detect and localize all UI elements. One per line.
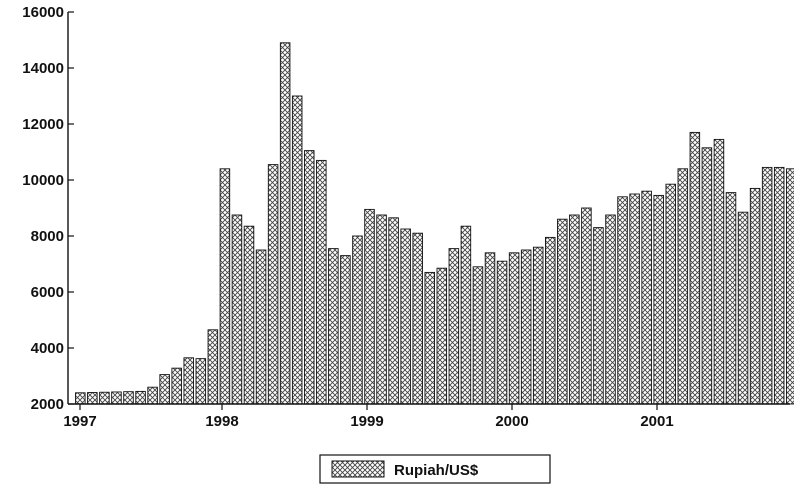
y-tick-label: 16000 [22, 4, 64, 21]
bar [786, 168, 794, 405]
bar [147, 386, 158, 405]
bar [448, 248, 460, 405]
bar [472, 266, 484, 405]
bar [243, 225, 255, 405]
bar [689, 131, 701, 405]
bar [460, 225, 472, 405]
bar [87, 392, 98, 405]
bar [424, 271, 436, 405]
bar [75, 392, 86, 405]
bar [279, 42, 291, 405]
bar [496, 260, 508, 405]
x-tick-label: 1997 [63, 413, 96, 430]
bar [761, 166, 773, 405]
bar [665, 183, 677, 405]
y-tick-label: 14000 [22, 60, 64, 77]
axes-group: 2000 4000 6000 8000 10000 12000 14000 16000 1997… [22, 4, 790, 430]
bar [376, 214, 387, 405]
bar [171, 367, 182, 405]
bar [159, 374, 170, 405]
y-tick-label: 2000 [31, 396, 64, 413]
bars-group [75, 42, 794, 405]
bar [725, 192, 737, 405]
bar [364, 208, 375, 405]
bar [183, 357, 194, 405]
bar [484, 252, 496, 405]
x-tick-label: 1998 [205, 413, 238, 430]
bar [605, 214, 616, 405]
y-tick-label: 8000 [31, 228, 64, 245]
bar [316, 159, 327, 405]
bar [508, 252, 520, 405]
legend: Rupiah/US$ [319, 454, 551, 484]
bar [219, 168, 231, 405]
bar [328, 248, 339, 405]
bar [520, 249, 532, 405]
bar [291, 95, 303, 405]
bar [99, 391, 110, 405]
bar [400, 228, 411, 405]
bar [773, 166, 785, 405]
y-tick-label: 10000 [22, 172, 64, 189]
y-tick-label: 4000 [31, 340, 64, 357]
bar [641, 190, 652, 405]
bar [629, 193, 640, 405]
x-tick-label: 1999 [350, 413, 383, 430]
bar [195, 358, 207, 405]
bar [304, 150, 315, 405]
x-tick-label: 2000 [495, 413, 528, 430]
bar [569, 214, 580, 405]
x-tick-label: 2001 [640, 413, 673, 430]
bar [545, 236, 556, 405]
bar [123, 391, 134, 405]
bar [677, 168, 689, 405]
bar [231, 214, 243, 405]
bar [412, 232, 423, 405]
bar [749, 187, 761, 405]
y-tick-label: 6000 [31, 284, 64, 301]
y-tick-label: 12000 [22, 116, 64, 133]
bar [617, 196, 628, 405]
legend-swatch [331, 460, 385, 478]
bar [737, 211, 749, 405]
bar [207, 329, 219, 405]
bar [701, 147, 713, 405]
bar [593, 227, 604, 405]
bar [135, 390, 146, 405]
bar [581, 207, 592, 405]
bar [267, 164, 279, 405]
bar [532, 246, 544, 405]
bar [255, 249, 267, 405]
legend-label: Rupiah/US$ [394, 462, 479, 479]
bar [436, 267, 448, 405]
bar [388, 217, 399, 405]
bar [352, 235, 363, 405]
bar [111, 391, 122, 405]
bar [557, 218, 568, 405]
bar [713, 138, 725, 405]
bar [653, 194, 664, 405]
bar [340, 255, 351, 405]
